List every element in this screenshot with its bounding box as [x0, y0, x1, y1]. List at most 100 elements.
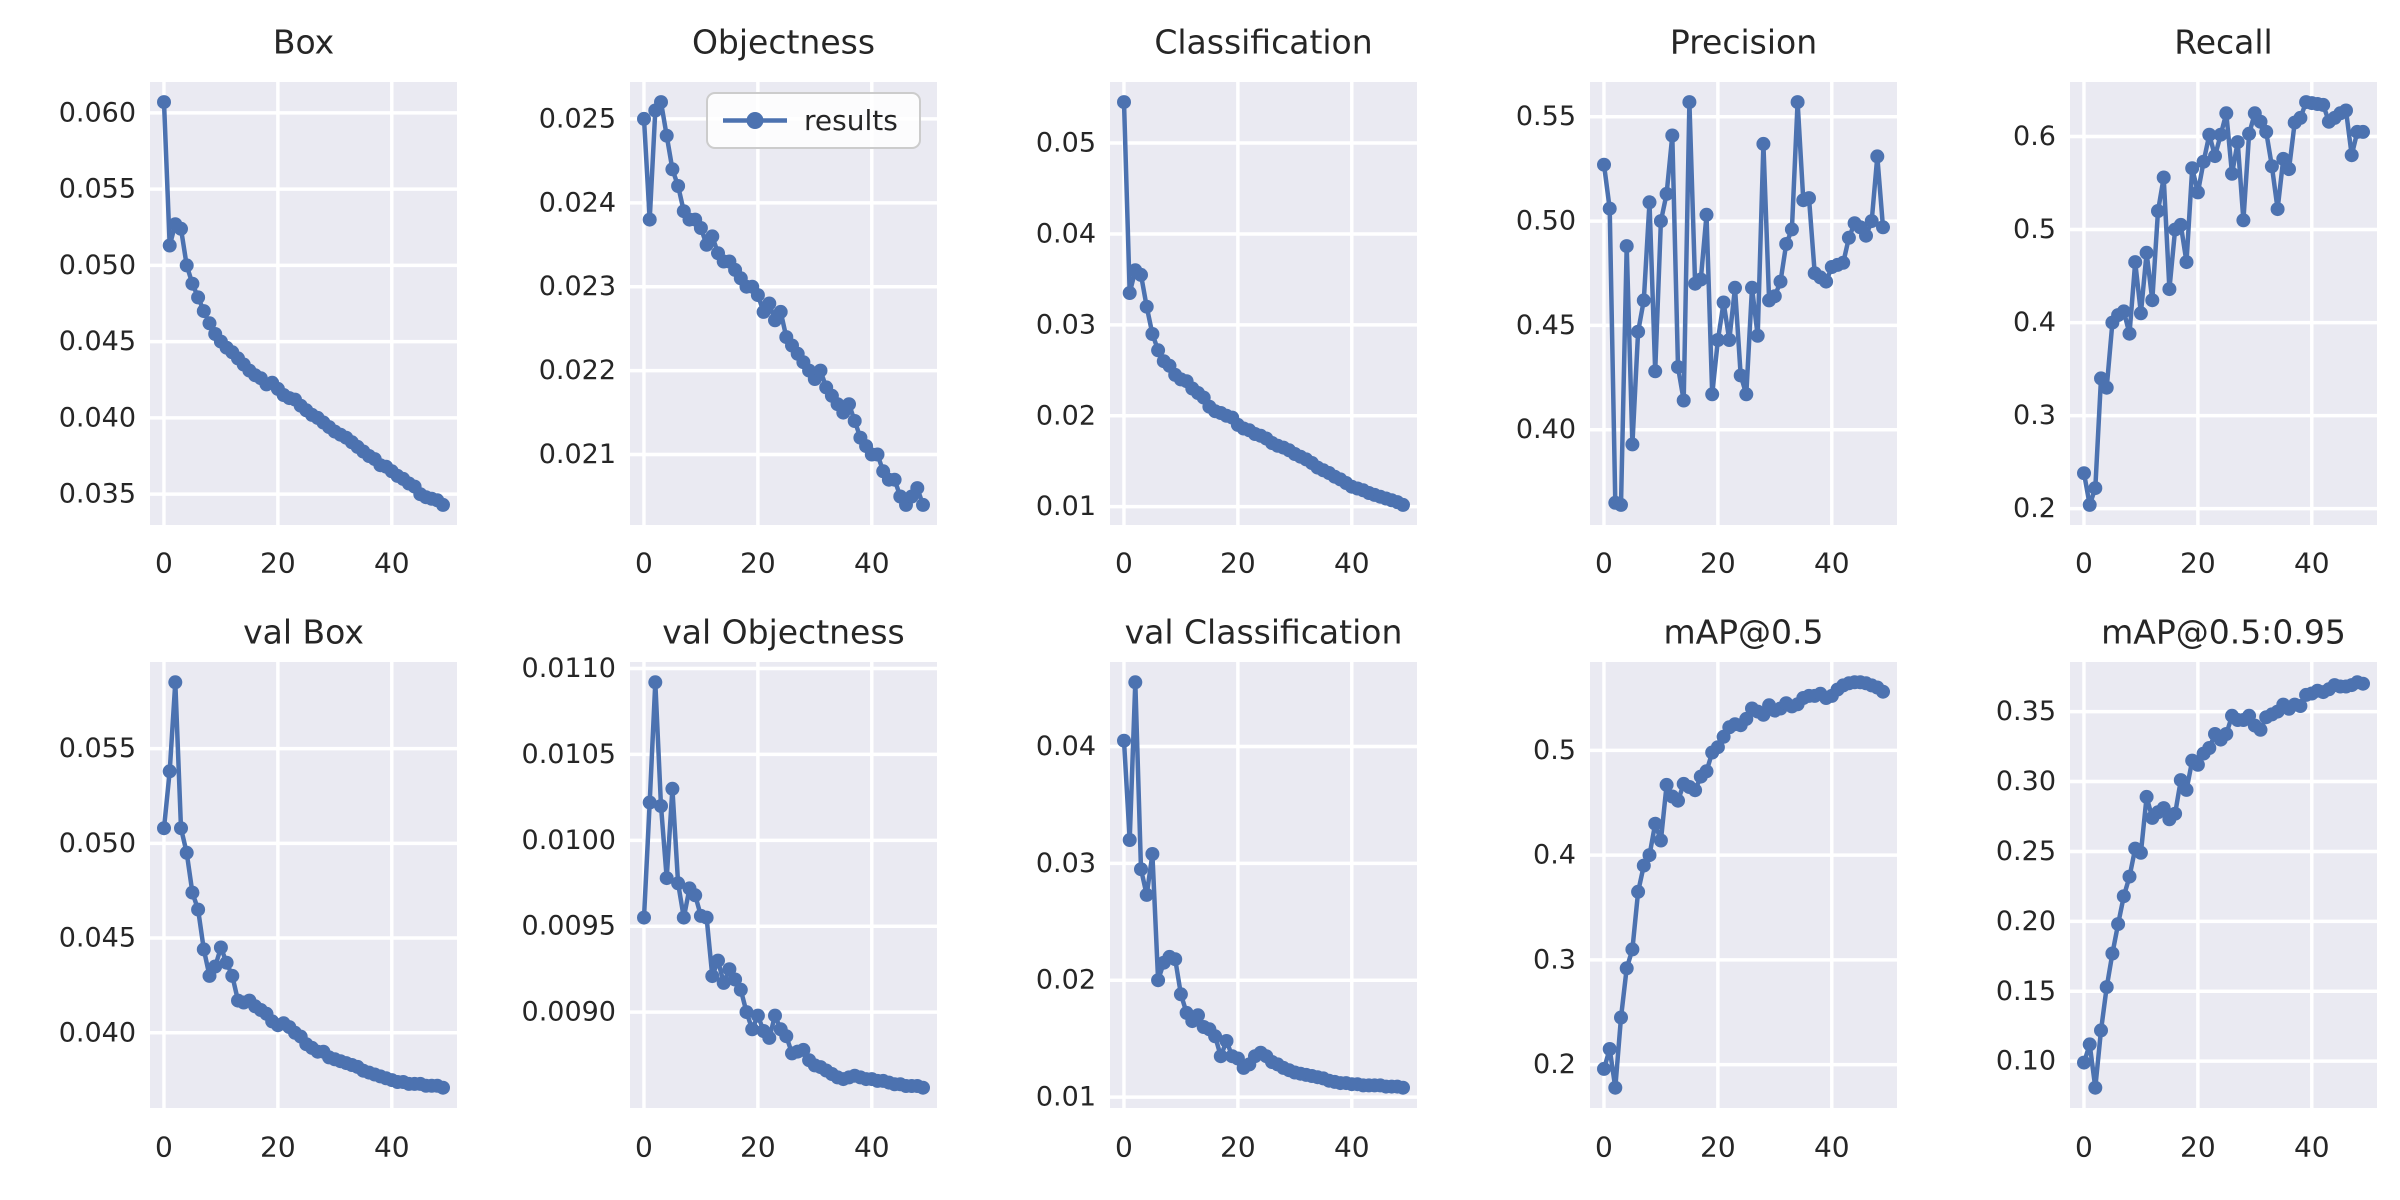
data-point-marker: [648, 675, 663, 690]
x-tick-label: 20: [260, 547, 296, 580]
data-point-marker: [1219, 1034, 1234, 1048]
data-point-marker: [436, 1080, 450, 1095]
x-tick-label: 20: [1700, 1131, 1736, 1164]
y-tick-label: 0.050: [59, 828, 136, 859]
y-tick-label: 0.055: [59, 733, 136, 764]
data-point-marker: [733, 982, 748, 997]
x-tick-label: 40: [2294, 1131, 2330, 1164]
data-point-marker: [1636, 293, 1651, 308]
x-tick-label: 40: [1334, 547, 1370, 580]
data-point-marker: [2190, 757, 2205, 772]
x-tick-label: 40: [1814, 1131, 1850, 1164]
x-tick-label: 40: [1814, 547, 1850, 580]
data-point-marker: [739, 1005, 754, 1020]
data-point-marker: [179, 258, 194, 273]
data-point-marker: [916, 497, 930, 512]
data-point-marker: [1597, 1061, 1611, 1076]
data-point-marker: [887, 472, 902, 487]
x-tick-label: 0: [635, 547, 653, 580]
data-point-marker: [1784, 222, 1799, 237]
data-point-marker: [654, 95, 668, 110]
data-point-marker: [1631, 324, 1646, 339]
data-point-marker: [2162, 282, 2177, 297]
y-tick-label: 0.03: [1036, 848, 1096, 879]
data-point-marker: [1608, 1080, 1623, 1095]
data-point-marker: [1739, 711, 1754, 726]
data-point-marker: [2082, 1037, 2097, 1052]
data-point-marker: [722, 962, 737, 977]
x-tick-label: 20: [2180, 547, 2216, 580]
data-point-marker: [2185, 161, 2200, 176]
data-point-marker: [1722, 333, 1737, 347]
data-point-marker: [213, 940, 228, 955]
val-classification-loss-chart: 0.01 0.02 0.03 0.04 0 20 40 val Classification: [1036, 613, 1417, 1164]
data-point-marker: [2094, 1023, 2108, 1038]
data-point-marker: [642, 795, 657, 810]
data-point-marker: [1134, 862, 1148, 877]
data-point-marker: [762, 1030, 777, 1045]
data-point-marker: [1631, 884, 1646, 899]
y-tick-label: 0.060: [59, 97, 136, 128]
objectness-loss-chart: 0.021 0.022 0.023 0.024 0.025 0 20 40 Objectness…: [539, 23, 937, 580]
subplot-title: Objectness: [692, 23, 875, 62]
data-point-marker: [1648, 364, 1663, 379]
data-point-marker: [1139, 887, 1154, 902]
data-point-marker: [191, 902, 206, 917]
legend-label: results: [804, 104, 898, 137]
data-point-marker: [665, 781, 680, 796]
data-point-marker: [2088, 1080, 2103, 1095]
data-point-marker: [1191, 1008, 1205, 1023]
recall-chart: 0.2 0.3 0.4 0.5 0.6 0 20 40 Recall: [2013, 23, 2377, 580]
y-tick-label: 0.02: [1036, 400, 1096, 431]
data-point-marker: [2259, 124, 2274, 139]
data-point-marker: [1636, 858, 1651, 873]
data-point-marker: [2099, 980, 2114, 995]
val-objectness-loss-chart: 0.0090 0.0095 0.0100 0.0105 0.0110 0 20 40 val O…: [522, 613, 937, 1164]
data-point-marker: [2190, 185, 2205, 200]
subplot-classification: 0.01 0.02 0.03 0.04 0.05 0 20 40 Classification: [960, 0, 1440, 600]
y-tick-label: 0.15: [1996, 976, 2056, 1007]
x-tick-label: 40: [854, 1131, 890, 1164]
data-point-marker: [196, 942, 211, 957]
data-point-marker: [654, 799, 668, 813]
y-tick-label: 0.035: [59, 479, 136, 510]
data-point-marker: [659, 128, 674, 143]
y-tick-label: 0.055: [59, 174, 136, 205]
data-point-marker: [637, 111, 651, 126]
data-point-marker: [208, 959, 223, 974]
classification-loss-chart: 0.01 0.02 0.03 0.04 0.05 0 20 40 Classification: [1036, 23, 1417, 580]
data-point-marker: [1619, 961, 1634, 976]
data-point-marker: [1396, 497, 1410, 512]
y-tick-label: 0.045: [59, 923, 136, 954]
val-box-loss-chart: 0.040 0.045 0.050 0.055 0 20 40 val Box: [59, 613, 457, 1164]
data-point-marker: [2202, 127, 2217, 142]
y-tick-label: 0.35: [1996, 696, 2056, 727]
y-tick-label: 0.04: [1036, 218, 1096, 249]
data-point-marker: [1168, 952, 1183, 967]
subplot-title: val Classification: [1125, 613, 1403, 652]
y-tick-label: 0.3: [1533, 944, 1576, 975]
data-point-marker: [2179, 782, 2194, 797]
data-point-marker: [2316, 97, 2331, 112]
x-tick-label: 0: [1595, 547, 1613, 580]
data-point-marker: [191, 290, 206, 305]
axes-background: [1590, 82, 1897, 525]
data-point-marker: [1739, 387, 1754, 402]
data-point-marker: [1802, 191, 1816, 206]
data-point-marker: [1841, 230, 1856, 245]
data-point-marker: [1653, 833, 1668, 848]
y-tick-label: 0.040: [59, 1017, 136, 1048]
data-point-marker: [2139, 245, 2154, 260]
data-point-marker: [1145, 327, 1160, 341]
data-point-marker: [2282, 162, 2296, 177]
data-point-marker: [1151, 343, 1166, 358]
axes-background: [1110, 662, 1417, 1108]
data-point-marker: [1876, 684, 1890, 699]
data-point-marker: [1659, 186, 1674, 201]
x-tick-label: 0: [635, 1131, 653, 1164]
data-point-marker: [1151, 973, 1166, 988]
y-tick-label: 0.045: [59, 326, 136, 357]
y-tick-label: 0.3: [2013, 400, 2056, 431]
data-point-marker: [842, 397, 856, 412]
y-tick-label: 0.023: [539, 271, 616, 302]
